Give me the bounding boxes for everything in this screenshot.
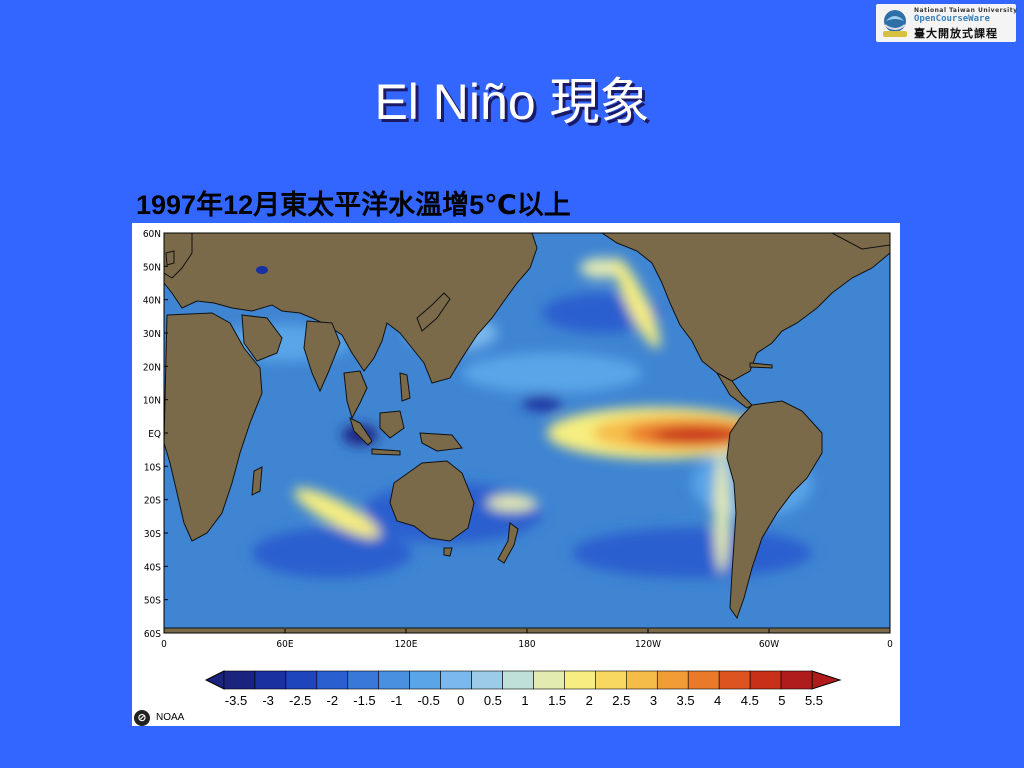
- colorbar-label: 5.5: [805, 693, 823, 708]
- inland-sea: [256, 266, 268, 274]
- colorbar-segment: [502, 670, 534, 690]
- lon-label: 60W: [759, 639, 779, 650]
- colorbar-segment: [254, 670, 287, 690]
- colorbar-segment: [656, 670, 689, 690]
- colorbar-label: 4.5: [741, 693, 759, 708]
- colorbar-segment: [378, 670, 410, 690]
- colorbar-segment: [223, 670, 256, 690]
- colorbar-label: -0.5: [417, 693, 439, 708]
- colorbar-label: -1.5: [353, 693, 375, 708]
- cc-zero-icon: ⊘: [134, 709, 150, 726]
- ntu-ocw-logo[interactable]: National Taiwan University OpenCourseWar…: [876, 4, 1018, 42]
- colorbar-label: -1: [391, 693, 403, 708]
- lat-label: EQ: [148, 429, 161, 440]
- logo-chinese-text: 臺大開放式課程: [914, 27, 998, 40]
- colorbar-label: 1.5: [548, 693, 566, 708]
- lat-label: 60S: [144, 629, 161, 640]
- lat-label: 30N: [143, 329, 161, 340]
- slide-title: El Niño 現象: [374, 74, 650, 130]
- map-figure: 60N 50N 40N 30N 20N 10N EQ 10S 20S 30S 40S 50S 60S 0…: [143, 229, 893, 708]
- lat-label: 40S: [144, 562, 161, 573]
- sst-anomaly-map: 60N 50N 40N 30N 20N 10N EQ 10S 20S 30S 40S 50S 60S 0…: [132, 223, 900, 726]
- colorbar-segment: [471, 670, 503, 690]
- lat-label: 20N: [143, 362, 161, 373]
- logo-university-text: National Taiwan University: [914, 7, 1018, 14]
- lon-label: 0: [887, 639, 893, 650]
- colorbar-segment: [440, 670, 472, 690]
- logo-ocw-text: OpenCourseWare: [914, 14, 990, 24]
- colorbar-label: 0: [457, 693, 464, 708]
- colorbar-label: 2: [586, 693, 593, 708]
- colorbar-segment: [409, 670, 441, 690]
- colorbar-label: -3: [262, 693, 274, 708]
- lat-label: 20S: [144, 496, 161, 507]
- lon-label: 120E: [395, 639, 418, 650]
- colorbar-arrow-right: [811, 670, 842, 690]
- lat-label: 50S: [144, 596, 161, 607]
- colorbar-segment: [687, 670, 720, 690]
- slide-subtitle: 1997年12月東太平洋水溫增5℃以上: [136, 190, 571, 220]
- credit-source: NOAA: [156, 712, 185, 723]
- lat-label: 10N: [143, 396, 161, 407]
- colorbar-label: -2: [327, 693, 339, 708]
- colorbar-label: 2.5: [612, 693, 630, 708]
- lon-label: 0: [161, 639, 167, 650]
- lat-label: 10S: [144, 462, 161, 473]
- lat-label: 60N: [143, 229, 161, 240]
- lat-label: 40N: [143, 296, 161, 307]
- colorbar-arrow-left: [204, 670, 225, 690]
- colorbar-label: 3: [650, 693, 657, 708]
- latitude-labels: 60N 50N 40N 30N 20N 10N EQ 10S 20S 30S 40S 50S 60S: [143, 229, 168, 640]
- colorbar-label: 0.5: [484, 693, 502, 708]
- lon-label: 60E: [276, 639, 293, 650]
- colorbar-segment: [347, 670, 380, 690]
- credit: ⊘ NOAA: [134, 707, 185, 726]
- colorbar-label: 4: [714, 693, 721, 708]
- colorbar-segment: [533, 670, 565, 690]
- lat-label: 30S: [144, 529, 161, 540]
- colorbar-segment: [564, 670, 596, 690]
- colorbar-label: 5: [778, 693, 785, 708]
- colorbar-segment: [718, 670, 751, 690]
- lat-label: 50N: [143, 262, 161, 273]
- colorbar-segment: [780, 670, 813, 690]
- colorbar-label: 3.5: [677, 693, 695, 708]
- colorbar-segment: [285, 670, 318, 690]
- longitude-labels: 0 60E 120E 180 120W 60W 0: [161, 629, 893, 650]
- colorbar-segment: [316, 670, 349, 690]
- colorbar-label: 1: [521, 693, 528, 708]
- colorbar-segment: [749, 670, 782, 690]
- colorbar-segment: [595, 670, 627, 690]
- lon-label: 120W: [635, 639, 661, 650]
- colorbar-segment: [626, 670, 658, 690]
- ntu-ocw-emblem-icon: [883, 10, 907, 37]
- colorbar-label: -2.5: [289, 693, 311, 708]
- lon-label: 180: [518, 639, 535, 650]
- colorbar: -3.5 -3 -2.5 -2 -1.5 -1 -0.5 0 0.5 1 1.5 2 2.5 3 3.5 4 4…: [204, 670, 842, 708]
- colorbar-label: -3.5: [225, 693, 247, 708]
